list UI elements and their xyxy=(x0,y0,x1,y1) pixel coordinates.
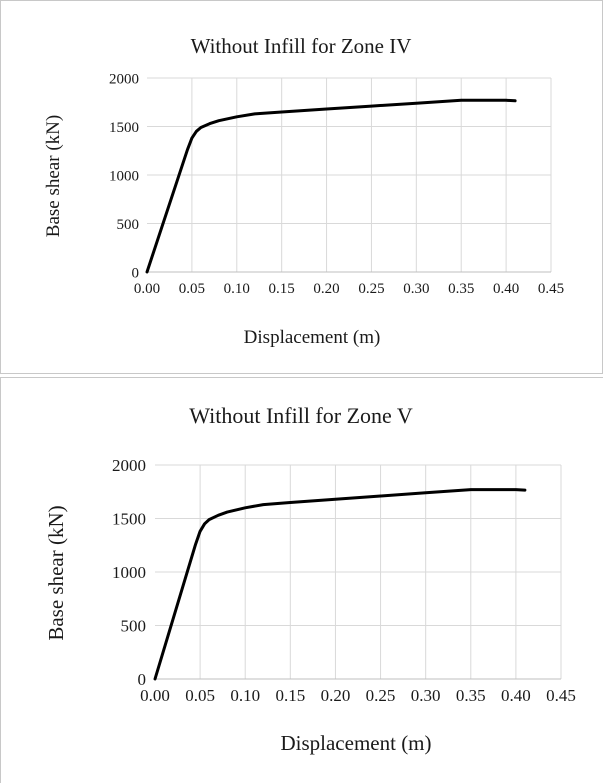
y-tick-label: 1000 xyxy=(109,168,139,184)
x-tick-label: 0.10 xyxy=(224,281,250,297)
y-axis-label: Base shear (kN) xyxy=(44,505,68,640)
x-tick-label: 0.15 xyxy=(269,281,295,297)
x-tick-label: 0.20 xyxy=(313,281,339,297)
x-tick-label: 0.25 xyxy=(366,686,396,705)
y-tick-label: 0 xyxy=(132,265,140,281)
chart-zone-iv: Without Infill for Zone IV Base shear (k… xyxy=(43,34,564,348)
x-tick-label: 0.35 xyxy=(456,686,486,705)
chart-title: Without Infill for Zone IV xyxy=(191,34,412,58)
x-tick-label: 0.00 xyxy=(140,686,170,705)
x-tick-label: 0.25 xyxy=(358,281,384,297)
x-tick-label: 0.10 xyxy=(230,686,260,705)
tick-labels: 0.00 0.05 0.10 0.15 0.20 0.25 0.30 0.35 0.40 0.45… xyxy=(109,71,564,297)
plot-area xyxy=(153,488,527,681)
y-tick-label: 1500 xyxy=(109,120,139,136)
x-tick-label: 0.00 xyxy=(134,281,160,297)
y-tick-label: 500 xyxy=(121,616,147,635)
y-tick-label: 1500 xyxy=(112,509,146,528)
x-tick-label: 0.45 xyxy=(538,281,564,297)
x-tick-label: 0.40 xyxy=(493,281,519,297)
x-tick-label: 0.20 xyxy=(321,686,351,705)
chart-panel-zone-iv: Without Infill for Zone IV Base shear (k… xyxy=(0,0,603,374)
x-tick-label: 0.30 xyxy=(411,686,441,705)
y-tick-label: 2000 xyxy=(109,71,139,87)
y-axis-label: Base shear (kN) xyxy=(43,115,64,237)
chart-zone-v: Without Infill for Zone V Base shear (kN… xyxy=(44,403,576,755)
x-axis-label: Displacement (m) xyxy=(280,731,431,755)
y-tick-label: 1000 xyxy=(112,563,146,582)
x-tick-label: 0.05 xyxy=(185,686,215,705)
x-tick-label: 0.35 xyxy=(448,281,474,297)
y-tick-label: 500 xyxy=(117,217,140,233)
series-line xyxy=(145,98,517,274)
y-tick-label: 0 xyxy=(138,670,147,689)
chart-panel-zone-v: Without Infill for Zone V Base shear (kN… xyxy=(0,377,603,783)
x-axis-label: Displacement (m) xyxy=(244,327,381,348)
x-tick-label: 0.45 xyxy=(546,686,576,705)
x-tick-label: 0.15 xyxy=(275,686,305,705)
grid xyxy=(147,77,552,273)
y-tick-label: 2000 xyxy=(112,456,146,475)
plot-area xyxy=(145,98,517,274)
tick-labels: 0.00 0.05 0.10 0.15 0.20 0.25 0.30 0.35 0.40 0.45… xyxy=(112,456,576,705)
grid xyxy=(155,464,562,680)
series-line xyxy=(153,488,527,681)
x-tick-label: 0.40 xyxy=(501,686,531,705)
x-tick-label: 0.05 xyxy=(179,281,205,297)
x-tick-label: 0.30 xyxy=(403,281,429,297)
chart-title: Without Infill for Zone V xyxy=(189,403,413,428)
